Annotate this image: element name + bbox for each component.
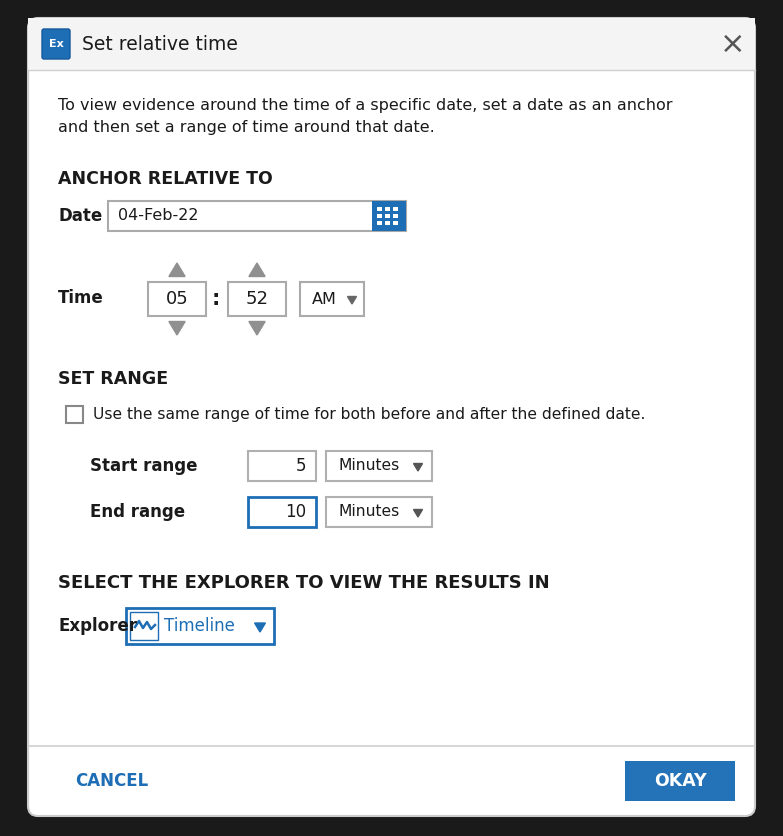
Text: 5: 5	[295, 457, 306, 475]
Bar	[326, 497, 432, 527]
Bar	[385, 207, 390, 211]
Bar	[377, 214, 382, 218]
FancyBboxPatch shape	[42, 29, 70, 59]
Text: Ex: Ex	[49, 39, 63, 49]
Polygon shape	[249, 322, 265, 335]
Text: Minutes: Minutes	[338, 458, 399, 473]
Text: Minutes: Minutes	[338, 504, 399, 519]
FancyBboxPatch shape	[28, 18, 755, 816]
Text: OKAY: OKAY	[654, 772, 706, 790]
Bar	[625, 761, 735, 801]
Text: 04-Feb-22: 04-Feb-22	[118, 208, 199, 223]
Bar	[393, 221, 398, 225]
Bar	[393, 207, 398, 211]
Bar	[377, 221, 382, 225]
Text: CANCEL: CANCEL	[75, 772, 148, 790]
Bar	[228, 282, 286, 316]
Polygon shape	[249, 263, 265, 277]
Polygon shape	[169, 322, 185, 335]
Text: To view evidence around the time of a specific date, set a date as an anchor: To view evidence around the time of a sp…	[58, 98, 673, 113]
Polygon shape	[348, 297, 356, 304]
Bar	[108, 201, 406, 231]
Polygon shape	[254, 623, 265, 632]
Bar	[385, 214, 390, 218]
Text: End range: End range	[90, 503, 185, 521]
Text: Date: Date	[58, 207, 103, 225]
Text: Set relative time: Set relative time	[82, 34, 238, 54]
Text: ANCHOR RELATIVE TO: ANCHOR RELATIVE TO	[58, 170, 272, 188]
Bar	[130, 612, 158, 640]
Polygon shape	[169, 263, 185, 277]
Bar	[393, 214, 398, 218]
Text: Use the same range of time for both before and after the defined date.: Use the same range of time for both befo…	[93, 406, 645, 421]
Text: 05: 05	[166, 290, 189, 308]
Bar	[248, 451, 316, 481]
Bar	[372, 201, 406, 231]
Bar	[377, 207, 382, 211]
Polygon shape	[413, 509, 423, 517]
Bar	[326, 451, 432, 481]
Text: Timeline: Timeline	[164, 617, 235, 635]
Text: ×: ×	[720, 29, 745, 59]
Text: AM: AM	[312, 292, 337, 307]
Bar	[248, 497, 316, 527]
Polygon shape	[413, 463, 423, 471]
Text: Start range: Start range	[90, 457, 197, 475]
Bar	[28, 18, 755, 70]
Text: :: :	[212, 289, 220, 309]
Bar	[385, 221, 390, 225]
Text: Explorer: Explorer	[58, 617, 137, 635]
Text: 10: 10	[285, 503, 306, 521]
Text: 52: 52	[246, 290, 269, 308]
Text: SET RANGE: SET RANGE	[58, 370, 168, 388]
Text: and then set a range of time around that date.: and then set a range of time around that…	[58, 120, 435, 135]
Bar	[66, 405, 83, 422]
Text: Time: Time	[58, 289, 104, 307]
Text: SELECT THE EXPLORER TO VIEW THE RESULTS IN: SELECT THE EXPLORER TO VIEW THE RESULTS …	[58, 574, 550, 592]
Bar	[300, 282, 364, 316]
Bar	[126, 608, 274, 644]
Bar	[148, 282, 206, 316]
